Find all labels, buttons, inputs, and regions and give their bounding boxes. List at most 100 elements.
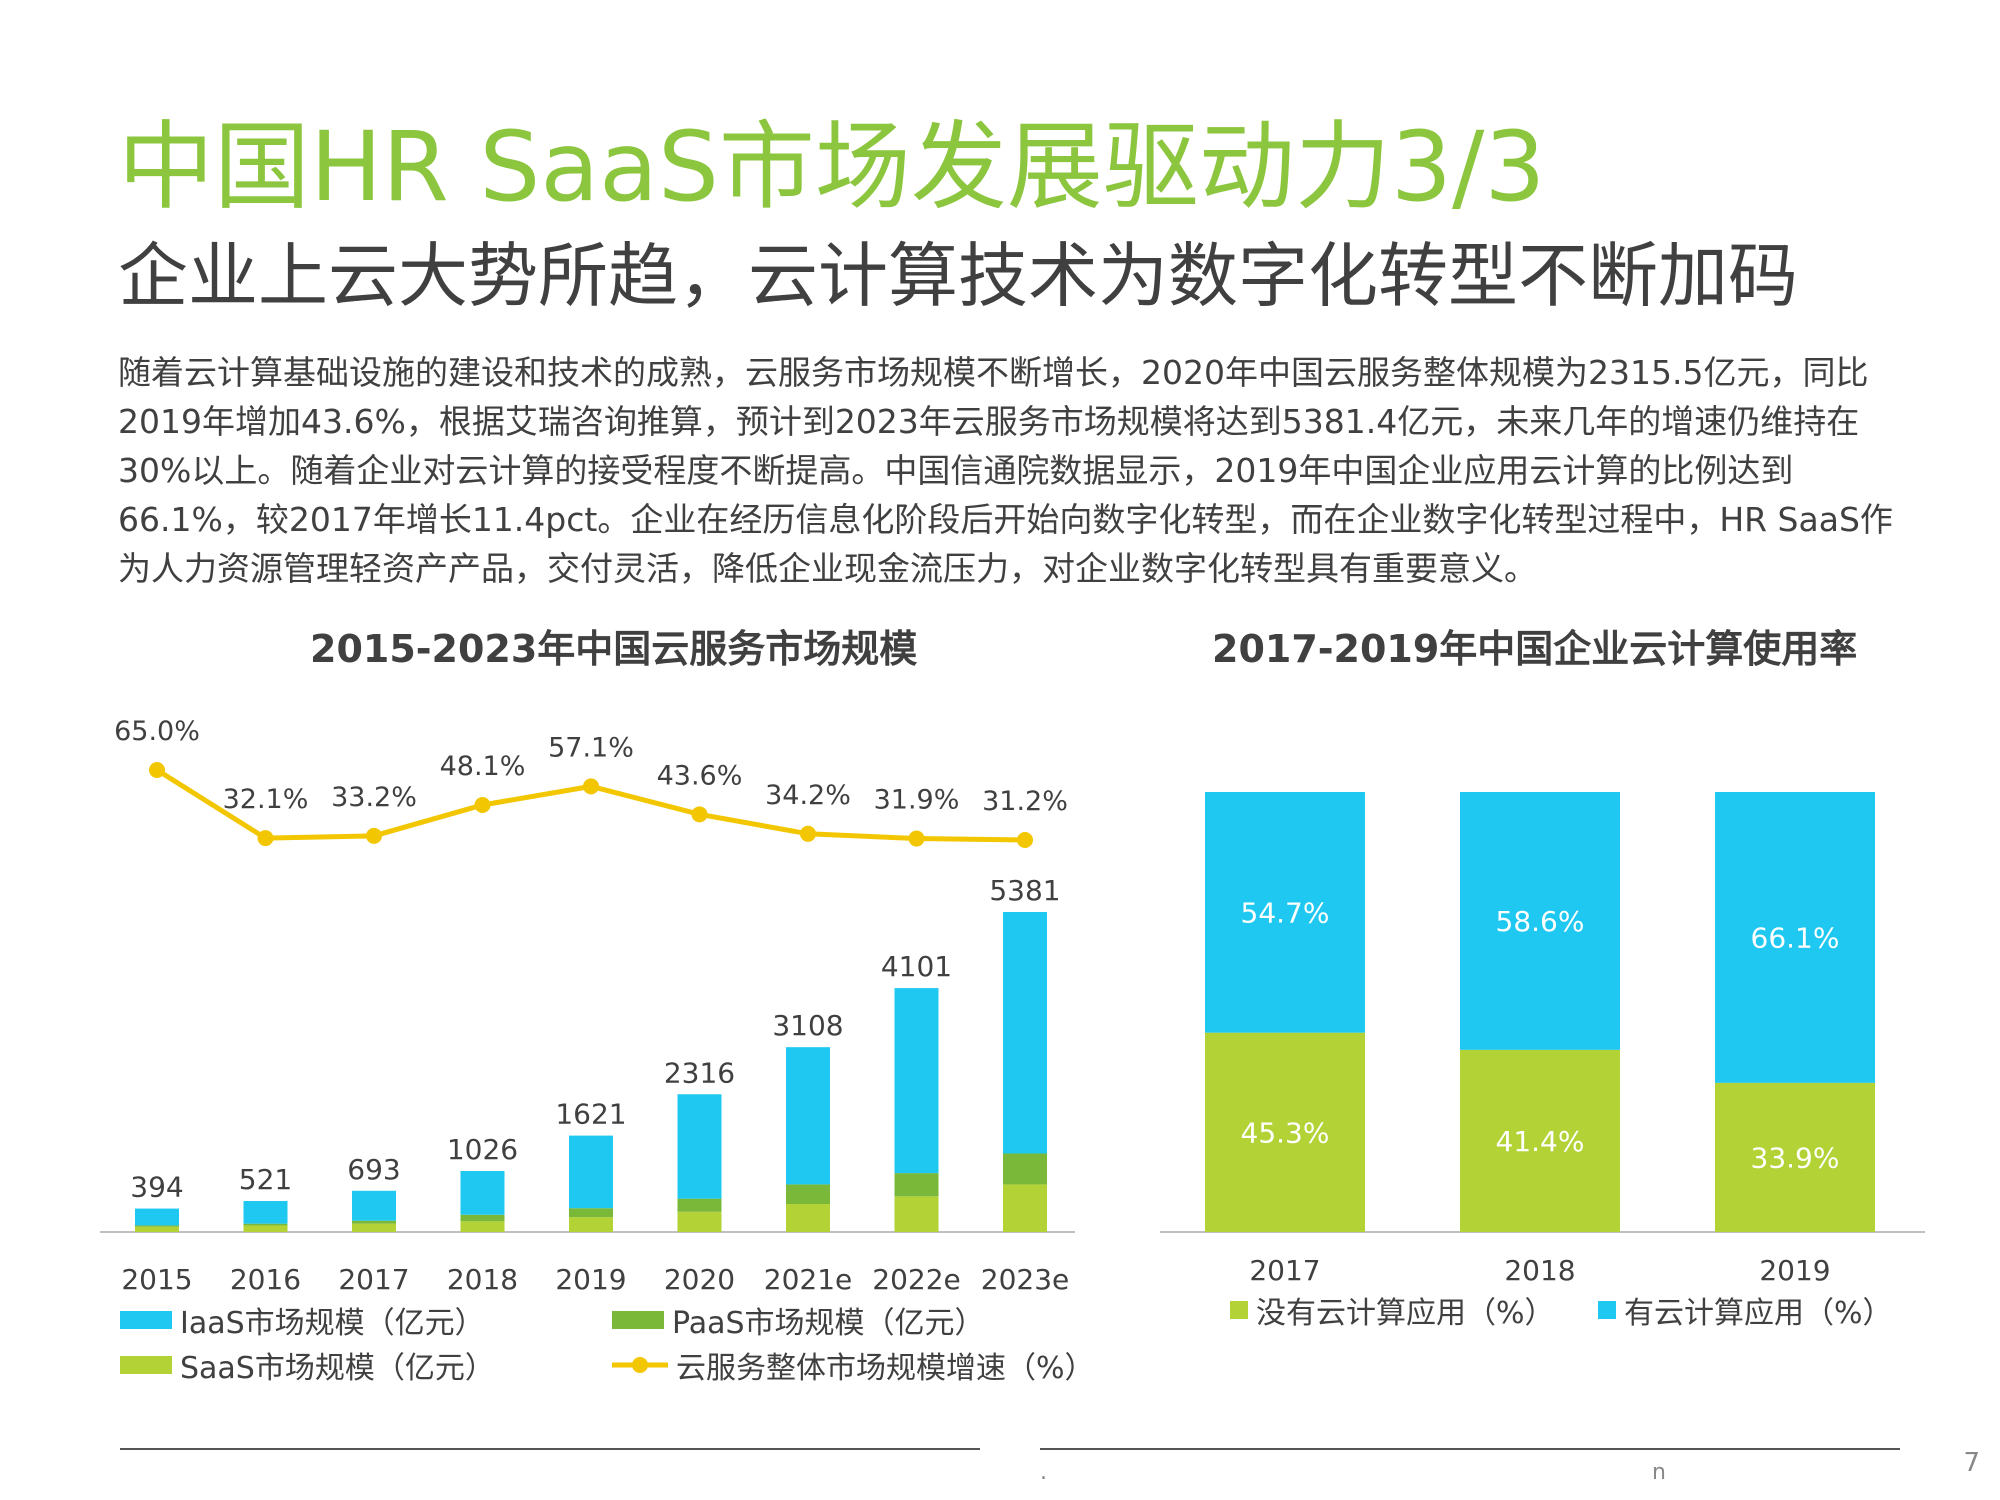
- total-label-2020: 2316: [664, 1056, 735, 1089]
- legend-cloud-swatch: [1598, 1301, 1616, 1319]
- bar-iaas-2018: [460, 1170, 505, 1215]
- total-label-2017: 693: [347, 1153, 400, 1186]
- bar-saas-2023e: [1003, 1184, 1047, 1232]
- page-title: 中国HR SaaS市场发展驱动力3/3: [118, 111, 1546, 223]
- bar-paas-2018: [460, 1214, 505, 1222]
- legend-iaas-swatch: [120, 1311, 172, 1329]
- growth-label-2020: 43.6%: [657, 760, 743, 791]
- legend-paas-label: PaaS市场规模（亿元）: [672, 1306, 985, 1341]
- x-tick-2016: 2016: [230, 1263, 301, 1296]
- bar-no-cloud-2019: [1715, 1082, 1875, 1232]
- bar-saas-2018: [460, 1221, 505, 1232]
- footer-divider-right: [1040, 1448, 1900, 1450]
- bar-label-no-cloud-2018: 41.4%: [1496, 1125, 1585, 1158]
- page-number: 7: [1963, 1448, 1980, 1478]
- bar-saas-2017: [352, 1223, 396, 1232]
- x-tick-2018: 2018: [447, 1263, 518, 1296]
- bar-paas-2016: [243, 1223, 288, 1226]
- bar-iaas-2016: [243, 1201, 288, 1224]
- total-label-2023e: 5381: [989, 874, 1060, 907]
- growth-point-2015: [149, 762, 165, 778]
- legend-cloud: 有云计算应用（%）: [1598, 1288, 1893, 1332]
- growth-point-2018: [474, 797, 491, 813]
- bar-label-no-cloud-2019: 33.9%: [1751, 1141, 1840, 1174]
- growth-point-2020: [691, 806, 708, 823]
- legend-growth-swatch: [612, 1357, 668, 1373]
- x-tick-2018: 2018: [1504, 1254, 1575, 1287]
- bar-iaas-2022e: [894, 988, 939, 1174]
- bar-paas-2020: [677, 1198, 722, 1212]
- growth-point-2017: [366, 827, 382, 844]
- x-tick-2023e: 2023e: [981, 1263, 1069, 1296]
- growth-point-2019: [583, 778, 599, 795]
- growth-point-2016: [257, 830, 274, 847]
- page-subtitle: 企业上云大势所趋，云计算技术为数字化转型不断加码: [118, 235, 1798, 317]
- bar-iaas-2017: [352, 1190, 396, 1221]
- bar-iaas-2023e: [1003, 912, 1047, 1154]
- bar-saas-2015: [135, 1226, 179, 1232]
- growth-label-2016: 32.1%: [223, 784, 309, 815]
- growth-label-2015: 65.0%: [114, 716, 200, 747]
- legend-saas: SaaS市场规模（亿元）: [120, 1343, 495, 1387]
- bar-saas-2019: [569, 1217, 613, 1232]
- total-label-2016: 521: [239, 1163, 292, 1196]
- growth-label-2019: 57.1%: [548, 732, 634, 763]
- growth-label-2017: 33.2%: [331, 782, 417, 813]
- legend-no-cloud-swatch: [1230, 1301, 1248, 1319]
- growth-point-2022e: [908, 830, 925, 847]
- x-tick-2019: 2019: [555, 1263, 626, 1296]
- bar-paas-2023e: [1003, 1153, 1047, 1185]
- x-tick-2020: 2020: [664, 1263, 735, 1296]
- footer-mark-left: .: [1040, 1460, 1047, 1485]
- legend-iaas: IaaS市场规模（亿元）: [120, 1298, 485, 1342]
- bar-saas-2016: [243, 1225, 288, 1232]
- bar-cloud-2017: [1205, 792, 1365, 1033]
- x-tick-2019: 2019: [1759, 1254, 1830, 1287]
- legend-iaas-label: IaaS市场规模（亿元）: [180, 1306, 485, 1341]
- growth-label-2023e: 31.2%: [982, 786, 1068, 817]
- legend-no-cloud: 没有云计算应用（%）: [1230, 1288, 1555, 1332]
- legend-cloud-label: 有云计算应用（%）: [1624, 1296, 1893, 1331]
- bar-no-cloud-2018: [1460, 1049, 1620, 1232]
- x-tick-2022e: 2022e: [872, 1263, 960, 1296]
- bar-paas-2015: [135, 1225, 179, 1227]
- cloud-market-chart: 394 2015 521 2016 693 2017 1026 2018 1621 2019 231…: [100, 716, 1075, 1296]
- footer-mark-right: n: [1652, 1460, 1666, 1485]
- bar-cloud-2019: [1715, 792, 1875, 1083]
- bar-label-cloud-2017: 54.7%: [1241, 896, 1330, 929]
- bar-saas-2021e: [786, 1204, 830, 1232]
- bar-saas-2022e: [894, 1196, 939, 1232]
- growth-label-2021e: 34.2%: [765, 780, 851, 811]
- legend-paas: PaaS市场规模（亿元）: [612, 1298, 985, 1342]
- bar-paas-2017: [352, 1220, 396, 1224]
- bar-iaas-2021e: [786, 1047, 830, 1185]
- total-label-2018: 1026: [447, 1133, 518, 1166]
- bar-cloud-2018: [1460, 792, 1620, 1050]
- growth-label-2022e: 31.9%: [874, 785, 960, 816]
- legend-saas-swatch: [120, 1356, 172, 1374]
- bar-iaas-2019: [569, 1135, 613, 1209]
- bar-paas-2021e: [786, 1184, 830, 1205]
- bar-label-no-cloud-2017: 45.3%: [1241, 1116, 1330, 1149]
- left-chart-title: 2015-2023年中国云服务市场规模: [310, 627, 918, 671]
- right-chart-title: 2017-2019年中国企业云计算使用率: [1212, 627, 1858, 671]
- bar-label-cloud-2019: 66.1%: [1751, 921, 1840, 954]
- total-label-2022e: 4101: [881, 950, 952, 983]
- growth-point-2023e: [1017, 832, 1033, 848]
- body-paragraph: 随着云计算基础设施的建设和技术的成熟，云服务市场规模不断增长，2020年中国云服…: [118, 353, 1893, 588]
- cloud-usage-chart: 45.3% 54.7% 2017 41.4% 58.6% 2018 33.9% 66.1% 20…: [1160, 792, 1925, 1287]
- bar-no-cloud-2017: [1205, 1032, 1365, 1232]
- bar-iaas-2020: [677, 1094, 722, 1199]
- legend-no-cloud-label: 没有云计算应用（%）: [1256, 1296, 1555, 1331]
- growth-label-2018: 48.1%: [440, 751, 526, 782]
- footer-divider-left: [120, 1448, 980, 1450]
- legend-growth: 云服务整体市场规模增速（%）: [612, 1343, 1095, 1387]
- x-tick-2017: 2017: [338, 1263, 409, 1296]
- legend-growth-label: 云服务整体市场规模增速（%）: [676, 1351, 1095, 1386]
- x-tick-2021e: 2021e: [764, 1263, 852, 1296]
- x-tick-2015: 2015: [121, 1263, 192, 1296]
- legend-saas-label: SaaS市场规模（亿元）: [180, 1351, 495, 1386]
- legend-paas-swatch: [612, 1311, 664, 1329]
- bar-saas-2020: [677, 1211, 722, 1232]
- bar-paas-2019: [569, 1208, 613, 1218]
